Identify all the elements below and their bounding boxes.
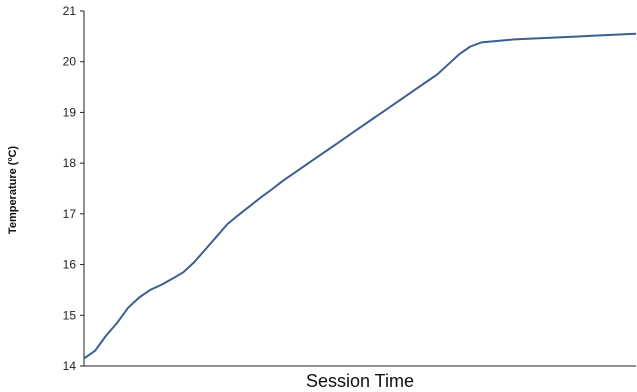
y-tick-label: 17 (63, 207, 77, 221)
y-tick-label: 18 (63, 156, 77, 170)
y-tick-label: 20 (63, 55, 77, 69)
y-axis-title: Temperature (ºC) (7, 146, 19, 234)
series-line-temperature (83, 32, 637, 360)
y-tick-label: 16 (63, 258, 77, 272)
x-axis-title: Session Time (306, 371, 414, 391)
y-tick-label: 21 (63, 4, 77, 18)
y-axis-ticks: 14 15 16 17 18 19 20 21 (63, 4, 84, 373)
y-tick-label: 15 (63, 308, 77, 322)
y-tick-label: 19 (63, 105, 77, 119)
y-tick-label: 14 (63, 359, 77, 373)
